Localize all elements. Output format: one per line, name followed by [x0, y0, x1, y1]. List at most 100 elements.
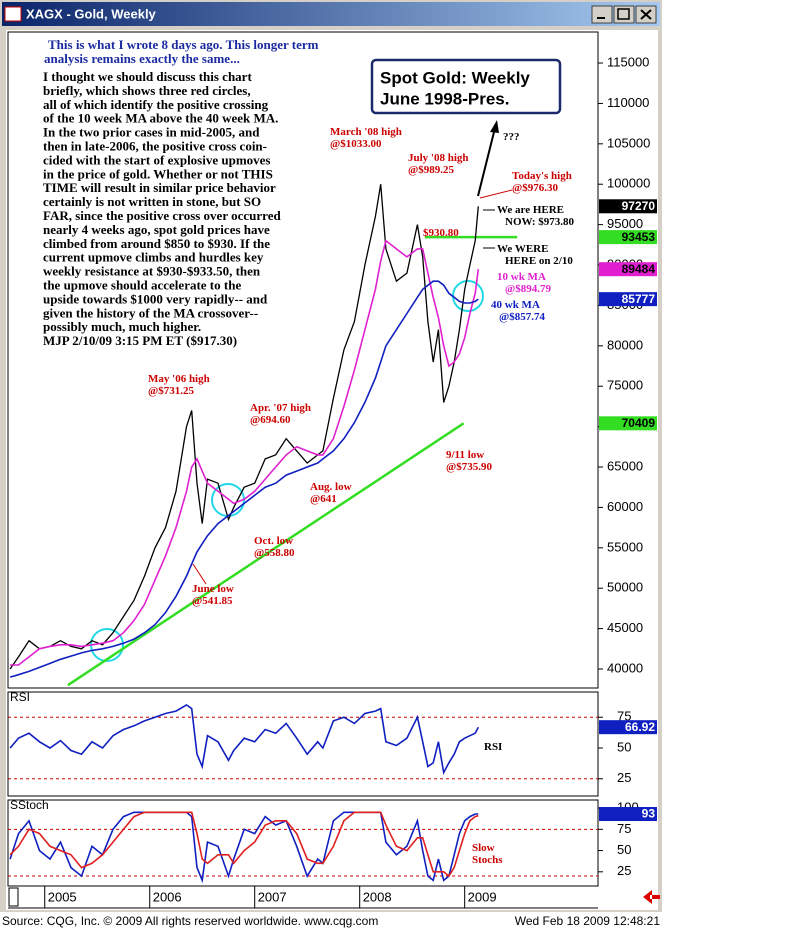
- footer-timestamp: Wed Feb 18 2009 12:48:21: [515, 914, 661, 928]
- scroll-box[interactable]: [8, 887, 19, 907]
- annotation-line: We WERE: [497, 243, 548, 255]
- value-tag: [599, 230, 657, 245]
- annotation-line: @$989.25: [408, 164, 454, 176]
- commentary-lead: analysis remains exactly the same...: [44, 51, 240, 66]
- y-tick-label: 75: [617, 821, 631, 836]
- commentary-line: MJP 2/10/09 3:15 PM ET ($917.30): [43, 333, 237, 348]
- x-tick-label: 2009: [468, 889, 497, 904]
- annotation: Aug. low @641: [310, 481, 352, 505]
- commentary-line: weekly resistance at $930-$933.50, then: [43, 264, 261, 279]
- value-tag: [599, 416, 657, 431]
- commentary-line: cided with the start of explosive upmove…: [43, 152, 271, 167]
- price-panel-frame: [7, 31, 599, 689]
- series-line: [9, 703, 480, 776]
- annotation-line: July '08 high: [408, 152, 469, 164]
- y-tick-label: 110000: [607, 95, 649, 110]
- y-tick-label: 50000: [607, 580, 643, 595]
- y-tick-label: 100000: [607, 176, 650, 191]
- annotation-line: Stochs: [472, 854, 503, 866]
- annotation-line: RSI: [484, 741, 502, 753]
- y-tick-label: 55000: [607, 539, 643, 554]
- annotation-line: $930.80: [423, 227, 459, 239]
- window-buttons: [591, 5, 657, 24]
- leader-line: [479, 189, 513, 199]
- scroll-arrow[interactable]: [643, 890, 660, 904]
- series-line: [9, 811, 479, 878]
- y-tick-label: 75000: [607, 378, 643, 393]
- annotation-line: @641: [310, 493, 337, 505]
- series-line: [9, 811, 479, 884]
- annotation: Slow Stochs: [472, 842, 503, 866]
- commentary-line: upside towards $1000 very rapidly-- and: [43, 291, 268, 306]
- status-bar: [0, 912, 808, 930]
- value-tag: [599, 292, 657, 307]
- commentary-line: then in late-2006, the positive cross co…: [43, 138, 267, 153]
- window-title: XAGX - Gold, Weekly: [26, 6, 157, 21]
- y-tick-label: 95000: [607, 216, 643, 231]
- value-tag: [599, 720, 657, 735]
- annotation: ???: [503, 131, 520, 143]
- annotation-line: Apr. '07 high: [250, 402, 311, 414]
- title-bar: [2, 2, 660, 26]
- y-tick-label: 65000: [607, 458, 643, 473]
- commentary-line: of the 10 week MA above the 40 week MA.: [43, 111, 278, 126]
- annotation: $930.80: [423, 227, 459, 239]
- leader-line: [192, 563, 207, 585]
- series-line: [10, 239, 480, 666]
- annotation: We WERE HERE on 2/10: [497, 243, 573, 267]
- chart-title: Spot Gold: Weekly: [380, 68, 530, 87]
- rsi-panel-frame: [7, 691, 599, 797]
- commentary-line: FAR, since the positive cross over occur…: [43, 208, 281, 223]
- y-tick-label: 25: [617, 863, 631, 878]
- panel-label: SStoch: [10, 798, 49, 812]
- annotation: 10 wk MA @$894.79: [497, 271, 551, 295]
- commentary-line: in the price of gold. Whether or not THI…: [43, 166, 273, 181]
- annotation-line: Oct. low: [254, 535, 293, 547]
- annotation-line: @541.85: [192, 595, 233, 607]
- annotation-line: @558.80: [254, 547, 295, 559]
- annotation-line: 9/11 low: [446, 449, 484, 461]
- x-tick-label: 2006: [153, 889, 182, 904]
- annotation-line: @$976.30: [512, 182, 558, 194]
- stoch-panel-frame: [7, 799, 599, 887]
- y-tick-label: 50: [617, 842, 631, 857]
- annotation-line: NOW: $973.80: [505, 216, 575, 228]
- annotation-line: @$1033.00: [330, 138, 382, 150]
- panel-label: RSI: [10, 690, 30, 704]
- arrow-shaft: [477, 127, 496, 197]
- value-tag-label: 93: [642, 807, 656, 821]
- annotation-line: @$894.79: [505, 283, 551, 295]
- arrow-head: [490, 120, 499, 133]
- value-tag-label: 89484: [622, 262, 656, 276]
- annotation: Oct. low @558.80: [254, 535, 295, 559]
- annotation-line: Today's high: [512, 170, 572, 182]
- y-tick-label: 60000: [607, 499, 643, 514]
- commentary-lead: This is what I wrote 8 days ago. This lo…: [48, 37, 319, 52]
- annotation-line: @$731.25: [148, 385, 194, 397]
- annotation-line: March '08 high: [330, 126, 402, 138]
- commentary-line: possibly much, much higher.: [43, 319, 201, 334]
- minimize-button[interactable]: [591, 5, 613, 24]
- value-tag: [599, 262, 657, 277]
- annotation-line: 40 wk MA: [491, 299, 540, 311]
- annotation: March '08 high @$1033.00: [330, 126, 402, 150]
- commentary-line: certainly is not written in stone, but S…: [43, 194, 261, 209]
- title-box: [370, 58, 562, 115]
- commentary-line: briefly, which shows three red circles,: [43, 83, 251, 98]
- y-tick-label: 105000: [607, 135, 650, 150]
- y-tick-label: 115000: [607, 54, 649, 69]
- commentary-line: the upmove should accelerate to the: [43, 277, 241, 292]
- annotation: RSI: [484, 741, 502, 753]
- x-tick-label: 2008: [363, 889, 392, 904]
- y-tick-label: 25: [617, 770, 631, 785]
- y-tick-label: 45000: [607, 620, 643, 635]
- annotation-line: June low: [192, 583, 234, 595]
- maximize-glyph: [617, 8, 630, 20]
- y-tick-label: 80000: [607, 337, 643, 352]
- value-tag-label: 93453: [622, 230, 656, 244]
- annotation: Today's high @$976.30: [512, 170, 572, 194]
- commentary-line: current upmove climbs and hurdles key: [43, 250, 264, 265]
- annotation-line: @694.60: [250, 414, 291, 426]
- annotation-line: We are HERE: [497, 204, 564, 216]
